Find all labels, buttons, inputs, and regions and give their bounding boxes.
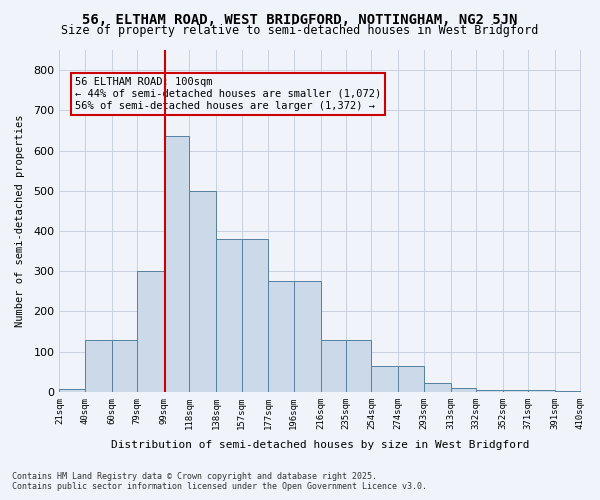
Text: 56, ELTHAM ROAD, WEST BRIDGFORD, NOTTINGHAM, NG2 5JN: 56, ELTHAM ROAD, WEST BRIDGFORD, NOTTING… bbox=[82, 12, 518, 26]
Bar bbox=[371, 366, 398, 392]
Bar bbox=[528, 390, 555, 392]
Bar bbox=[112, 340, 137, 392]
Bar bbox=[451, 388, 476, 392]
Bar bbox=[555, 391, 581, 392]
Text: 56 ELTHAM ROAD: 100sqm
← 44% of semi-detached houses are smaller (1,072)
56% of : 56 ELTHAM ROAD: 100sqm ← 44% of semi-det… bbox=[75, 78, 381, 110]
Bar bbox=[503, 390, 528, 392]
Bar bbox=[59, 389, 85, 392]
Bar bbox=[189, 190, 216, 392]
Bar bbox=[398, 366, 424, 392]
X-axis label: Distribution of semi-detached houses by size in West Bridgford: Distribution of semi-detached houses by … bbox=[110, 440, 529, 450]
Bar bbox=[294, 281, 320, 392]
Bar bbox=[320, 340, 346, 392]
Text: Contains HM Land Registry data © Crown copyright and database right 2025.
Contai: Contains HM Land Registry data © Crown c… bbox=[12, 472, 427, 491]
Text: Size of property relative to semi-detached houses in West Bridgford: Size of property relative to semi-detach… bbox=[61, 24, 539, 37]
Bar bbox=[424, 383, 451, 392]
Bar bbox=[164, 136, 189, 392]
Bar bbox=[85, 340, 112, 392]
Bar bbox=[476, 390, 503, 392]
Bar bbox=[137, 271, 164, 392]
Y-axis label: Number of semi-detached properties: Number of semi-detached properties bbox=[15, 114, 25, 327]
Bar bbox=[346, 340, 371, 392]
Bar bbox=[242, 239, 268, 392]
Bar bbox=[216, 239, 242, 392]
Bar bbox=[268, 281, 294, 392]
